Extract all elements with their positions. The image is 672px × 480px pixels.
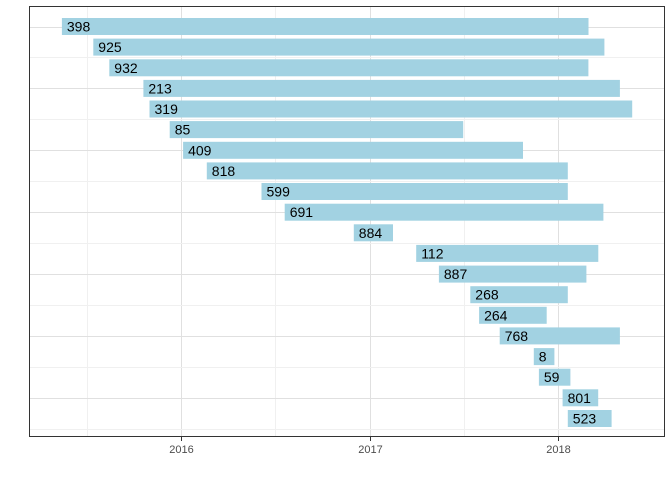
bar-label: 925 [98, 39, 122, 55]
timeline-bar [261, 183, 568, 200]
timeline-bar [353, 224, 393, 242]
timeline-bar [416, 244, 599, 262]
bar-label: 801 [568, 390, 592, 406]
bar-label: 523 [573, 411, 597, 427]
timeline-bar [562, 389, 599, 407]
bar-label: 264 [484, 307, 508, 323]
timeline-bar [533, 348, 555, 366]
timeline-bar [143, 79, 620, 97]
bar-label: 59 [544, 369, 560, 385]
timeline-bar [479, 306, 547, 324]
bar-label: 818 [212, 163, 236, 179]
x-axis: 2016 2017 2018 [169, 437, 571, 456]
x-tick-label: 2017 [358, 444, 382, 456]
bar-label: 884 [359, 225, 383, 241]
timeline-bar [538, 368, 571, 386]
panel-border [29, 6, 665, 437]
bar-label: 409 [188, 142, 212, 158]
timeline-bar [109, 59, 589, 77]
bars [61, 18, 633, 427]
bar-label: 213 [148, 80, 172, 96]
timeline-bar [169, 121, 464, 139]
bar-label: 691 [290, 204, 314, 220]
timeline-bar [567, 410, 612, 427]
timeline-bar [499, 327, 620, 345]
bar-label: 398 [67, 19, 91, 35]
bar-label: 932 [114, 60, 138, 76]
timeline-bar [438, 265, 587, 283]
timeline-bar [470, 286, 568, 304]
bar-label: 768 [505, 328, 529, 344]
x-tick-label: 2016 [169, 444, 193, 456]
bar-label: 319 [155, 101, 179, 117]
timeline-bar [61, 18, 589, 35]
bar-label: 887 [444, 266, 468, 282]
bar-label: 85 [175, 122, 191, 138]
bar-label: 599 [267, 184, 291, 200]
bar-label: 268 [475, 287, 499, 303]
bar-label: 112 [421, 245, 444, 261]
timeline-bar [149, 100, 633, 118]
bar-label: 8 [539, 349, 547, 365]
timeline-bar [206, 162, 568, 180]
timeline-bar [284, 203, 604, 221]
x-tick-label: 2018 [546, 444, 570, 456]
timeline-bar [183, 141, 523, 159]
timeline-bar [93, 38, 605, 56]
